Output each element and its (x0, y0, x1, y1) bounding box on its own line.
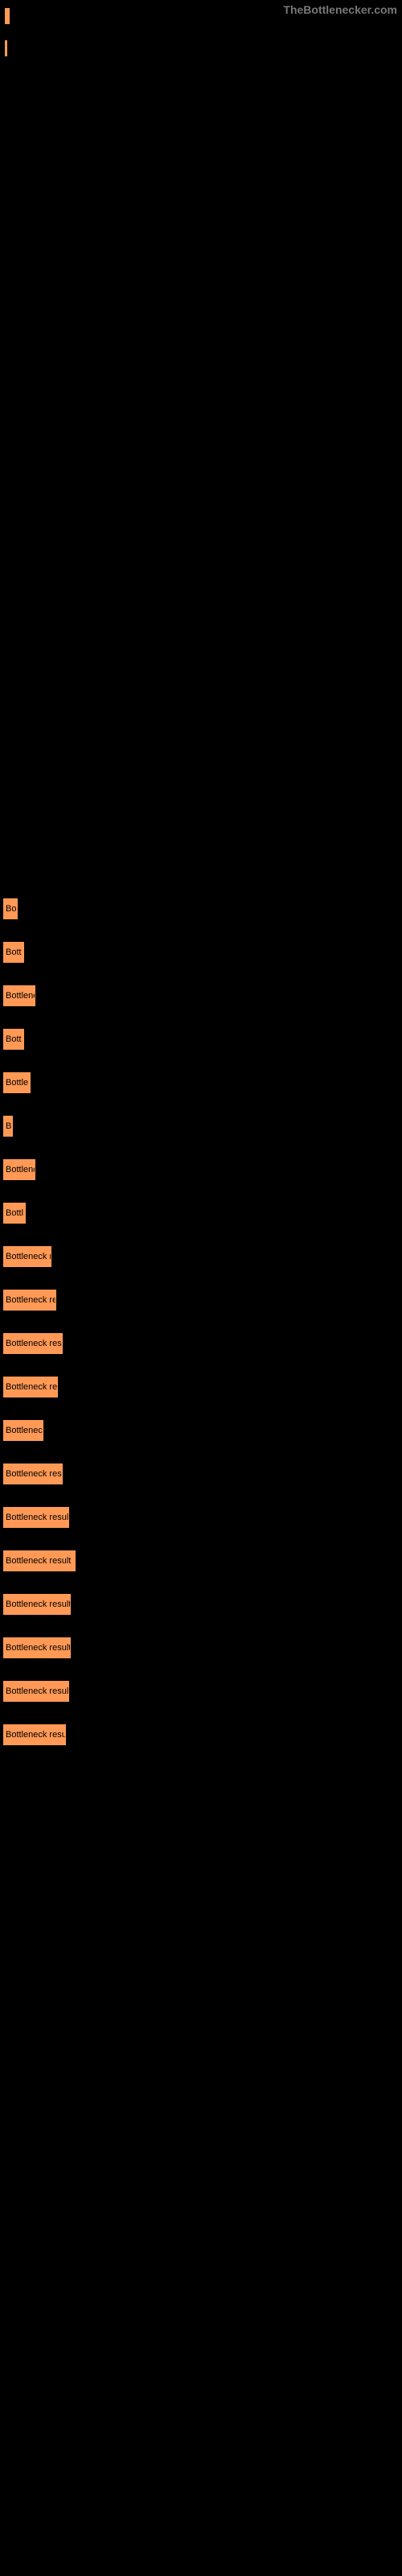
chart-bar: Bo (3, 898, 18, 919)
chart-row: Bott (3, 1029, 399, 1050)
chart-row: Bo (3, 898, 399, 919)
chart-bar: Bottleneck resu (3, 1463, 63, 1484)
chart-bar: Bottl (3, 1203, 26, 1224)
chart-bar: Bottlene (3, 1159, 35, 1180)
chart-row: Bottleneck result (3, 1507, 399, 1528)
chart-row: Bottlene (3, 1159, 399, 1180)
chart-row: Bottleneck res (3, 1377, 399, 1397)
chart-row: Bottleneck resul (3, 1724, 399, 1745)
chart-row: Bottleneck result (3, 1594, 399, 1615)
chart-row: Bottleneck r (3, 1246, 399, 1267)
chart-bar: Bottleneck resul (3, 1724, 66, 1745)
chart-row: Bottle (3, 1072, 399, 1093)
chart-bar: Bott (3, 942, 24, 963)
spacer (0, 77, 402, 898)
chart-row: Bottleneck re (3, 1290, 399, 1311)
chart-row: Bottleneck result (3, 1637, 399, 1658)
chart-row: Bottleneck result (3, 1550, 399, 1571)
chart-bar: Bottlene (3, 985, 35, 1006)
chart-row: Bottleneck (3, 1420, 399, 1441)
chart-bar: Bottleneck (3, 1420, 43, 1441)
watermark: TheBottlenecker.com (283, 3, 397, 16)
chart-bar: Bott (3, 1029, 24, 1050)
chart-bar: Bottleneck result (3, 1637, 71, 1658)
chart-bar: Bottleneck res (3, 1377, 58, 1397)
top-bar-1 (5, 8, 10, 24)
chart-row: Bottleneck resu (3, 1463, 399, 1484)
chart-row: Bottleneck resu (3, 1333, 399, 1354)
chart-bar: Bottle (3, 1072, 31, 1093)
chart-row: Bottleneck result (3, 1681, 399, 1702)
chart-row: B (3, 1116, 399, 1137)
bottleneck-chart: Bo Bott Bottlene Bott Bottle B Bottlene Bottl Bo… (0, 898, 402, 1745)
chart-bar: Bottleneck result (3, 1594, 71, 1615)
chart-row: Bottlene (3, 985, 399, 1006)
chart-bar: B (3, 1116, 13, 1137)
chart-bar: Bottleneck result (3, 1681, 69, 1702)
chart-bar: Bottleneck r (3, 1246, 51, 1267)
chart-bar: Bottleneck result (3, 1550, 76, 1571)
chart-row: Bottl (3, 1203, 399, 1224)
chart-row: Bott (3, 942, 399, 963)
chart-bar: Bottleneck result (3, 1507, 69, 1528)
chart-bar: Bottleneck re (3, 1290, 56, 1311)
top-bar-row (5, 40, 397, 56)
chart-bar: Bottleneck resu (3, 1333, 63, 1354)
top-bar-2 (5, 40, 7, 56)
